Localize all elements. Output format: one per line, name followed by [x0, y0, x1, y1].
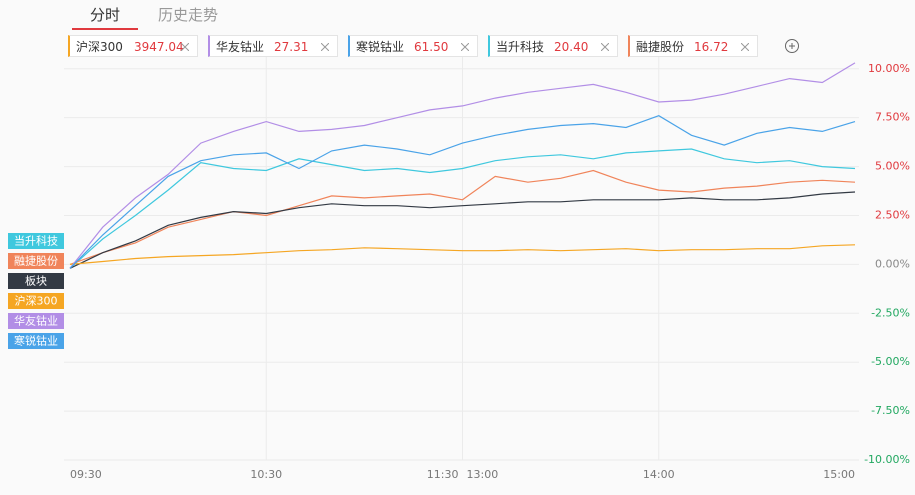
y-tick-label: -7.50% [871, 404, 910, 417]
tab[interactable]: 历史走势 [158, 6, 219, 24]
legend-swatch [8, 253, 64, 269]
series-line [69, 62, 856, 269]
series-line [69, 244, 856, 265]
close-icon[interactable] [181, 43, 189, 51]
y-tick-label: 0.00% [875, 257, 910, 270]
y-tick-label: -10.00% [864, 453, 910, 466]
x-tick-label: 11:30 [427, 468, 459, 481]
legend-label: 沪深300 [15, 294, 58, 308]
series-line [69, 148, 856, 269]
chip-name: 融捷股份 [636, 40, 685, 54]
tab[interactable]: 分时 [72, 4, 139, 30]
series-line [69, 169, 856, 265]
x-tick-label: 10:30 [250, 468, 282, 481]
stock-chip[interactable]: 融捷股份 16.72 [628, 35, 758, 57]
legend-swatch [8, 333, 64, 349]
legend-label: 当升科技 [14, 234, 58, 248]
x-tick-label: 09:30 [70, 468, 102, 481]
chip-price: 3947.04 [134, 40, 184, 54]
close-icon[interactable] [741, 43, 749, 51]
series-line [69, 191, 856, 269]
x-tick-label: 13:00 [467, 468, 499, 481]
chip-name: 寒锐钴业 [356, 40, 405, 54]
chip-price: 27.31 [274, 40, 309, 54]
legend-swatch [8, 233, 64, 249]
legend-swatch [8, 313, 64, 329]
add-button[interactable] [784, 38, 800, 54]
stock-chip[interactable]: 当升科技 20.40 [488, 35, 618, 57]
chip-price: 16.72 [694, 40, 729, 54]
chip-price: 61.50 [414, 40, 449, 54]
y-tick-label: 5.00% [875, 160, 910, 173]
chip-price: 20.40 [554, 40, 589, 54]
legend-label: 板块 [25, 274, 47, 288]
legend-label: 华友钴业 [14, 314, 58, 328]
legend-swatch [8, 293, 64, 309]
y-tick-label: 10.00% [868, 62, 910, 75]
stock-chip[interactable]: 华友钴业 27.31 [208, 35, 338, 57]
y-tick-label: 7.50% [875, 111, 910, 124]
close-icon[interactable] [461, 43, 469, 51]
series-line [69, 115, 856, 269]
chip-name: 沪深300 [76, 40, 123, 54]
chip-name: 当升科技 [496, 40, 545, 54]
x-tick-label: 14:00 [643, 468, 675, 481]
legend-label: 融捷股份 [14, 254, 58, 268]
close-icon[interactable] [321, 43, 329, 51]
legend-swatch [8, 273, 64, 289]
legend-label: 寒锐钴业 [14, 334, 58, 348]
chip-name: 华友钴业 [216, 40, 265, 54]
y-tick-label: -2.50% [871, 306, 910, 319]
y-tick-label: 2.50% [875, 208, 910, 221]
stock-chip[interactable]: 寒锐钴业 61.50 [348, 35, 478, 57]
y-tick-label: -5.00% [871, 355, 910, 368]
close-icon[interactable] [601, 43, 609, 51]
x-tick-label: 15:00 [823, 468, 855, 481]
stock-chip[interactable]: 沪深300 3947.04 [68, 35, 198, 57]
